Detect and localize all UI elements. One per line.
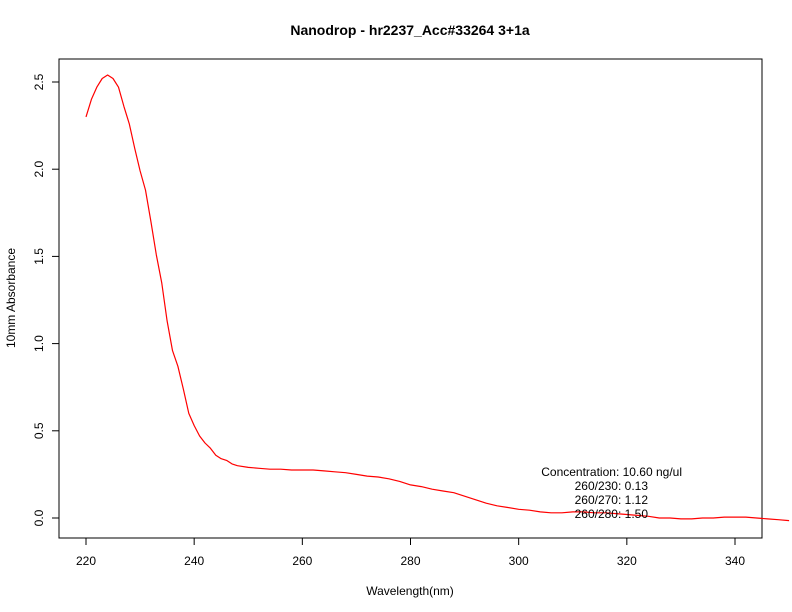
annotation-260-280: 260/280: 1.50 — [575, 507, 649, 521]
y-axis-label: 10mm Absorbance — [4, 248, 18, 348]
annotation-concentration: Concentration: 10.60 ng/ul — [541, 465, 682, 479]
x-axis: 220 240 260 280 300 320 340 — [76, 537, 745, 568]
x-tick-label: 280 — [400, 554, 420, 568]
y-tick-label: 1.5 — [32, 248, 46, 265]
y-tick-label: 1.0 — [32, 335, 46, 352]
x-tick-label: 260 — [292, 554, 312, 568]
x-tick-label: 340 — [725, 554, 745, 568]
x-tick-label: 300 — [509, 554, 529, 568]
y-tick-label: 0.5 — [32, 422, 46, 439]
x-tick-label: 320 — [617, 554, 637, 568]
y-tick-label: 0.0 — [32, 509, 46, 526]
chart-title: Nanodrop - hr2237_Acc#33264 3+1a — [290, 22, 530, 38]
y-axis: 0.0 0.5 1.0 1.5 2.0 2.5 — [32, 73, 60, 526]
annotation-260-270: 260/270: 1.12 — [575, 493, 649, 507]
annotation-block: Concentration: 10.60 ng/ul 260/230: 0.13… — [541, 465, 682, 521]
y-tick-label: 2.0 — [32, 161, 46, 178]
x-tick-label: 240 — [184, 554, 204, 568]
annotation-260-230: 260/230: 0.13 — [575, 479, 649, 493]
series-layer — [85, 74, 790, 522]
x-tick-label: 220 — [76, 554, 96, 568]
series-line-absorbance — [85, 74, 790, 522]
x-axis-label: Wavelength(nm) — [366, 584, 454, 598]
y-tick-label: 2.5 — [32, 73, 46, 90]
